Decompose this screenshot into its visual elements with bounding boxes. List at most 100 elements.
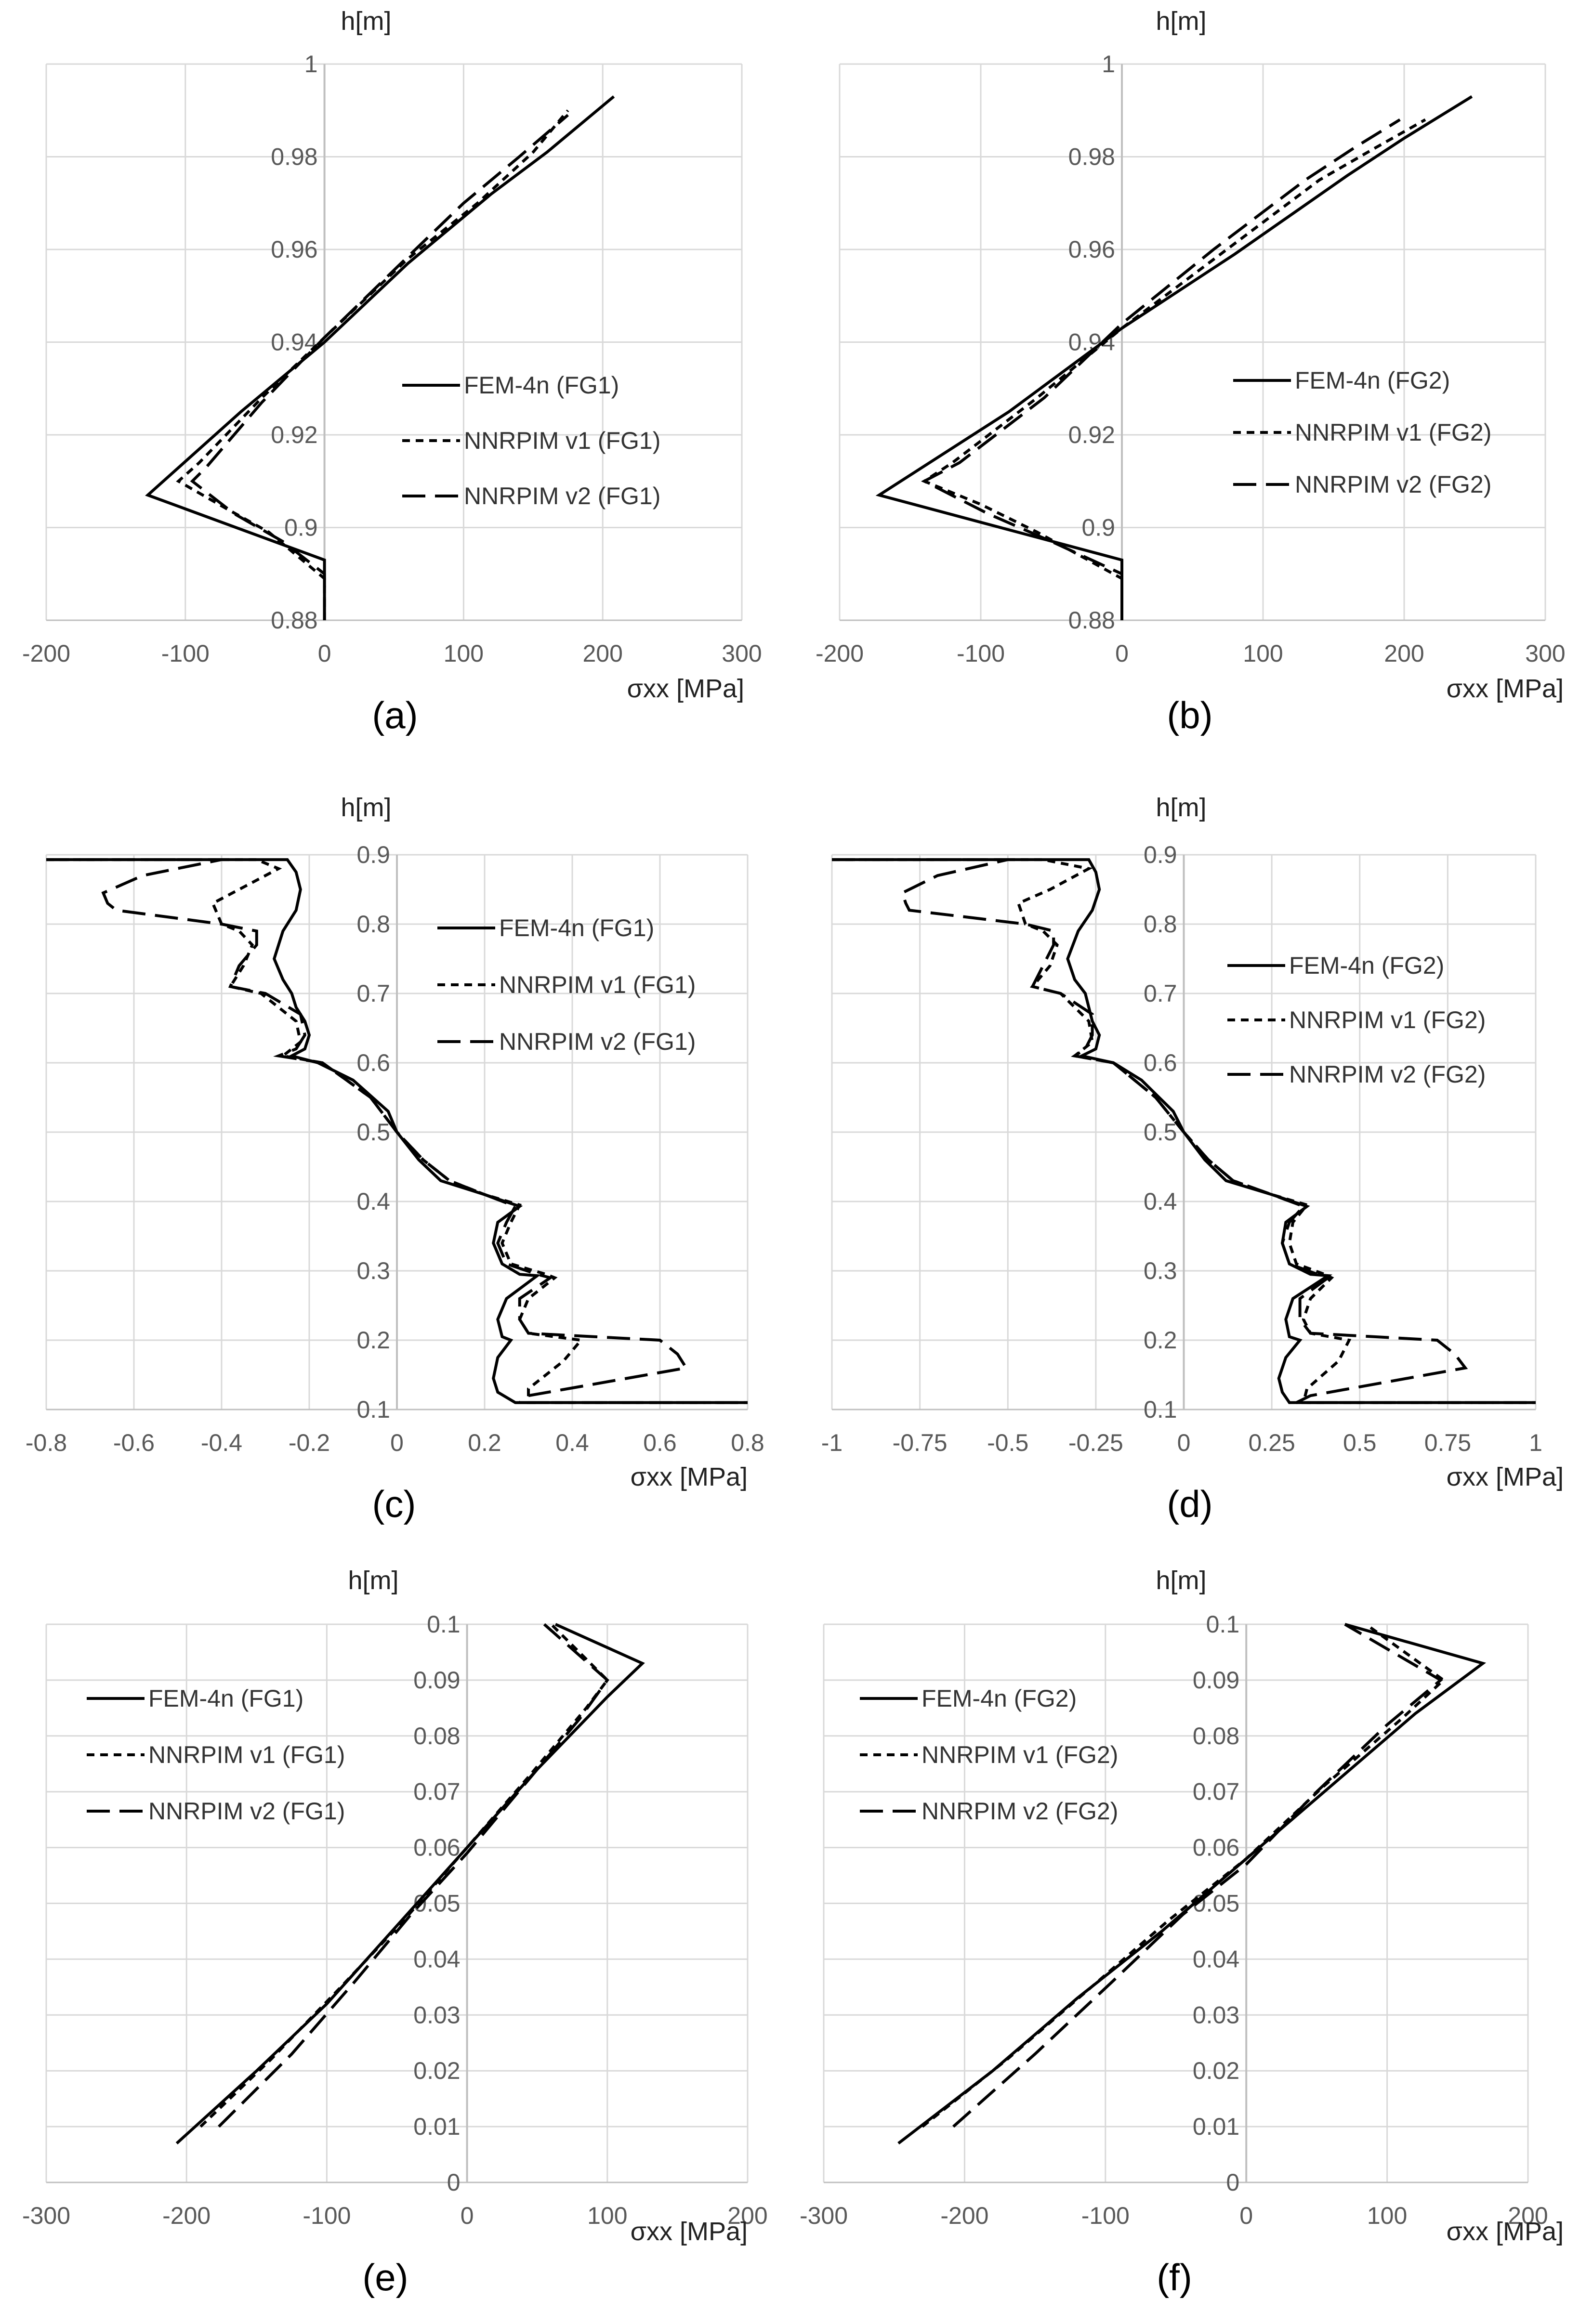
- x-tick-label: -0.25: [1068, 1429, 1123, 1456]
- x-tick-label: -0.75: [893, 1429, 948, 1456]
- panel-caption: (d): [1167, 1483, 1212, 1525]
- y-tick-label: 0.06: [1193, 1834, 1239, 1861]
- y-tick-label: 0.2: [1144, 1327, 1177, 1354]
- y-axis-title: h[m]: [1156, 793, 1206, 822]
- x-tick-label: -1: [821, 1429, 843, 1456]
- x-tick-label: 100: [444, 640, 484, 667]
- x-tick-label: 0.75: [1424, 1429, 1471, 1456]
- legend-label: FEM-4n (FG2): [922, 1685, 1077, 1712]
- x-tick-label: 0.6: [643, 1429, 677, 1456]
- y-tick-label: 0.06: [413, 1834, 460, 1861]
- x-tick-label: 0.25: [1248, 1429, 1295, 1456]
- x-axis-title: σxx [MPa]: [627, 674, 744, 703]
- series-line-dashed: [46, 858, 748, 1404]
- y-tick-label: 0.92: [1068, 421, 1115, 448]
- y-tick-label: 0.02: [413, 2057, 460, 2084]
- y-tick-label: 0.88: [271, 607, 317, 634]
- x-tick-label: 0.4: [555, 1429, 589, 1456]
- y-axis-title: h[m]: [1156, 7, 1206, 36]
- x-tick-label: -200: [816, 640, 864, 667]
- legend-label: NNRPIM v2 (FG1): [148, 1798, 345, 1825]
- x-tick-label: 200: [582, 640, 622, 667]
- x-tick-label: 0: [1115, 640, 1129, 667]
- x-tick-label: -100: [957, 640, 1005, 667]
- y-axis-title: h[m]: [341, 793, 391, 822]
- y-tick-label: 0.04: [413, 1945, 460, 1972]
- x-tick-label: 0: [390, 1429, 404, 1456]
- y-tick-label: 0: [1226, 2169, 1239, 2196]
- legend-label: NNRPIM v2 (FG1): [499, 1028, 696, 1055]
- panel-caption: (c): [372, 1483, 416, 1525]
- y-tick-label: 0.92: [271, 421, 317, 448]
- y-tick-label: 0.9: [284, 514, 318, 541]
- y-tick-label: 0.9: [356, 841, 390, 868]
- x-tick-label: 0: [318, 640, 331, 667]
- y-tick-label: 0.96: [271, 236, 317, 263]
- y-tick-label: 0.01: [413, 2113, 460, 2140]
- y-tick-label: 0.08: [413, 1723, 460, 1750]
- panel-caption: (e): [362, 2256, 408, 2298]
- panel-caption: (a): [372, 694, 418, 736]
- y-tick-label: 0.5: [356, 1119, 390, 1146]
- y-tick-label: 0.1: [1144, 1396, 1177, 1423]
- y-tick-label: 1: [304, 51, 318, 78]
- legend-label: FEM-4n (FG2): [1295, 367, 1450, 394]
- chart-panel-4: -1 -0.75 -0.5 -0.25 0 0.25 0.5 0.75 1 0.1 0.2 0.3 0.…: [821, 793, 1564, 1525]
- legend-label: FEM-4n (FG1): [499, 914, 654, 941]
- legend-label: NNRPIM v2 (FG2): [922, 1798, 1118, 1825]
- x-tick-label: 100: [587, 2202, 627, 2229]
- y-tick-label: 0.09: [413, 1667, 460, 1694]
- chart-panel-3: -0.8 -0.6 -0.4 -0.2 0 0.2 0.4 0.6 0.8 0.1 0.2 0.3 0.…: [26, 793, 764, 1525]
- y-tick-label: 0.3: [356, 1257, 390, 1284]
- y-axis-title: h[m]: [1156, 1566, 1206, 1595]
- y-tick-label: 0.07: [413, 1778, 460, 1805]
- x-tick-label: 0.5: [1343, 1429, 1377, 1456]
- x-tick-label: -0.2: [289, 1429, 330, 1456]
- x-tick-label: 100: [1367, 2202, 1407, 2229]
- legend-label: NNRPIM v2 (FG2): [1295, 471, 1491, 498]
- panel-caption: (f): [1157, 2256, 1192, 2298]
- series-line-dashed: [952, 1623, 1443, 2128]
- y-tick-label: 0.02: [1193, 2057, 1239, 2084]
- x-tick-label: -200: [22, 640, 70, 667]
- y-tick-label: 0.6: [1144, 1049, 1177, 1076]
- panel-caption: (b): [1167, 694, 1212, 736]
- series-line-solid: [875, 95, 1473, 620]
- y-tick-label: 0.07: [1193, 1778, 1239, 1805]
- y-tick-label: 0.96: [1068, 236, 1115, 263]
- y-tick-label: 0.88: [1068, 607, 1115, 634]
- x-tick-label: -100: [1081, 2202, 1130, 2229]
- y-tick-label: 0.03: [413, 2001, 460, 2028]
- y-tick-label: 0.8: [356, 911, 390, 938]
- x-tick-label: 300: [1525, 640, 1565, 667]
- y-tick-label: 0.05: [1193, 1890, 1239, 1917]
- legend-label: FEM-4n (FG1): [464, 372, 619, 399]
- x-tick-label: -100: [161, 640, 210, 667]
- chart-panel-1: -200 -100 0 100 200 300 0.88 0.9 0.92 0.94 0.96 0.9…: [22, 7, 762, 736]
- y-tick-label: 0.01: [1193, 2113, 1239, 2140]
- series-line-dashed: [832, 858, 1536, 1404]
- series-line-dashed: [921, 118, 1401, 620]
- x-tick-label: -300: [22, 2202, 70, 2229]
- legend-label: NNRPIM v1 (FG1): [464, 427, 660, 454]
- series-line-solid: [46, 858, 748, 1404]
- y-tick-label: 0.7: [356, 980, 390, 1007]
- x-tick-label: 1: [1529, 1429, 1542, 1456]
- x-tick-label: 200: [727, 2202, 767, 2229]
- y-tick-label: 0.1: [427, 1611, 461, 1638]
- y-tick-label: 0.9: [1144, 841, 1177, 868]
- x-axis-title: σxx [MPa]: [1447, 674, 1564, 703]
- legend-label: NNRPIM v1 (FG2): [1295, 419, 1491, 446]
- y-tick-label: 0.5: [1144, 1119, 1177, 1146]
- series-line-solid: [145, 95, 615, 620]
- y-tick-label: 0: [447, 2169, 461, 2196]
- x-tick-label: -0.4: [201, 1429, 242, 1456]
- chart-panel-5: -300 -200 -100 0 100 20000.010.020.030.040.05…: [22, 1566, 768, 2298]
- y-tick-label: 0.6: [356, 1049, 390, 1076]
- y-tick-label: 0.94: [271, 329, 317, 356]
- y-tick-label: 0.98: [1068, 144, 1115, 170]
- x-tick-label: -200: [162, 2202, 211, 2229]
- series-line-dotted: [921, 1623, 1446, 2128]
- series-line-dotted: [176, 109, 569, 620]
